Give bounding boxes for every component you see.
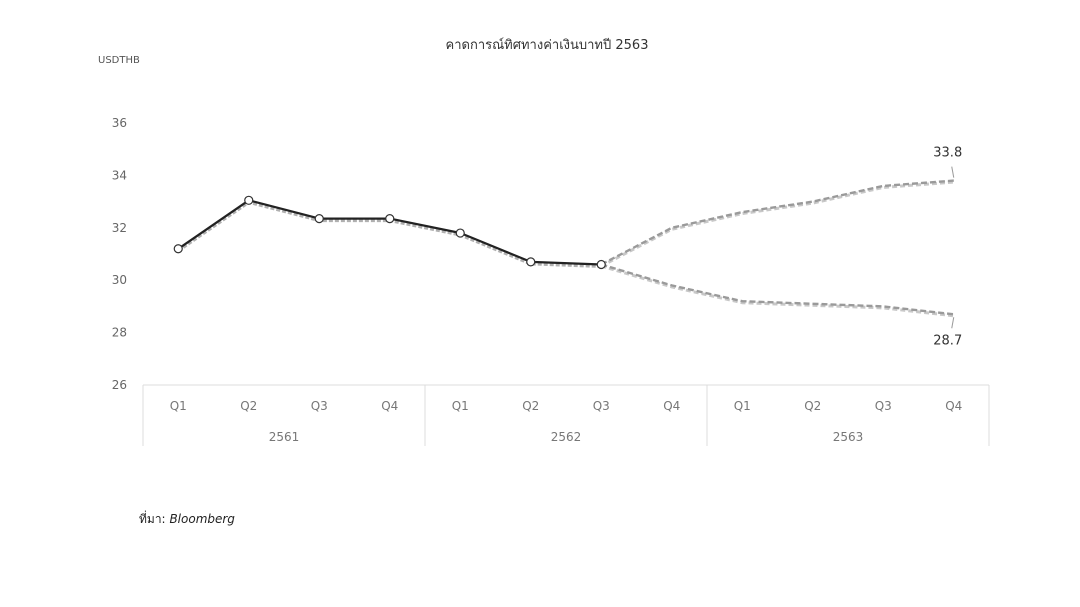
data-point <box>596 259 606 270</box>
x-tick-label: Q3 <box>593 399 610 413</box>
series-line-forecast <box>600 179 954 266</box>
x-tick-label: Q2 <box>522 399 539 413</box>
data-point <box>526 257 536 267</box>
x-tick-label: Q2 <box>240 399 257 413</box>
series-line-actual <box>177 199 602 266</box>
y-axis-ticks: 26 28 30 32 34 36 <box>112 116 127 392</box>
data-label: 33.8 <box>933 146 962 161</box>
annotation-leader <box>951 166 955 178</box>
source-note: ที่มา: Bloomberg <box>139 510 235 529</box>
x-group-label: 2563 <box>833 430 864 444</box>
x-group-label: 2561 <box>269 430 300 444</box>
source-name: Bloomberg <box>169 512 235 526</box>
y-tick-label: 32 <box>112 221 127 235</box>
annotation-layer: 33.8 28.7 <box>933 146 962 349</box>
data-point <box>314 214 324 224</box>
x-tick-label: Q1 <box>170 399 187 413</box>
data-point <box>455 228 465 238</box>
chart-title: คาดการณ์ทิศทางค่าเงินบาทปี 2563 <box>446 37 649 53</box>
annotation-leader <box>951 317 955 329</box>
x-tick-label: Q3 <box>311 399 328 413</box>
series-layer <box>177 179 954 318</box>
x-axis: Q1 Q2 Q3 Q4 Q1 Q2 Q3 Q4 Q1 Q2 Q3 Q4 2561 2562 2563 <box>142 384 990 446</box>
data-point <box>385 214 395 224</box>
y-tick-label: 34 <box>112 168 127 182</box>
x-tick-label: Q2 <box>804 399 821 413</box>
data-point <box>244 195 254 205</box>
y-tick-label: 30 <box>112 273 127 287</box>
series-shadow <box>177 200 602 268</box>
x-tick-label: Q4 <box>381 399 398 413</box>
y-tick-label: 26 <box>112 378 127 392</box>
y-tick-label: 36 <box>112 116 127 130</box>
x-tick-label: Q4 <box>945 399 962 413</box>
source-label: ที่มา: <box>139 512 166 526</box>
y-axis-label: USDTHB <box>98 55 140 66</box>
data-point <box>173 244 183 254</box>
series-line-forecast <box>600 263 954 316</box>
x-tick-label: Q4 <box>663 399 680 413</box>
series-shadow <box>600 180 954 268</box>
data-label: 28.7 <box>933 333 962 348</box>
x-tick-label: Q3 <box>875 399 892 413</box>
x-tick-label: Q1 <box>734 399 751 413</box>
x-group-label: 2562 <box>551 430 582 444</box>
x-tick-label: Q1 <box>452 399 469 413</box>
y-tick-label: 28 <box>112 326 127 340</box>
series-shadow <box>600 264 954 318</box>
points-layer <box>173 195 606 270</box>
